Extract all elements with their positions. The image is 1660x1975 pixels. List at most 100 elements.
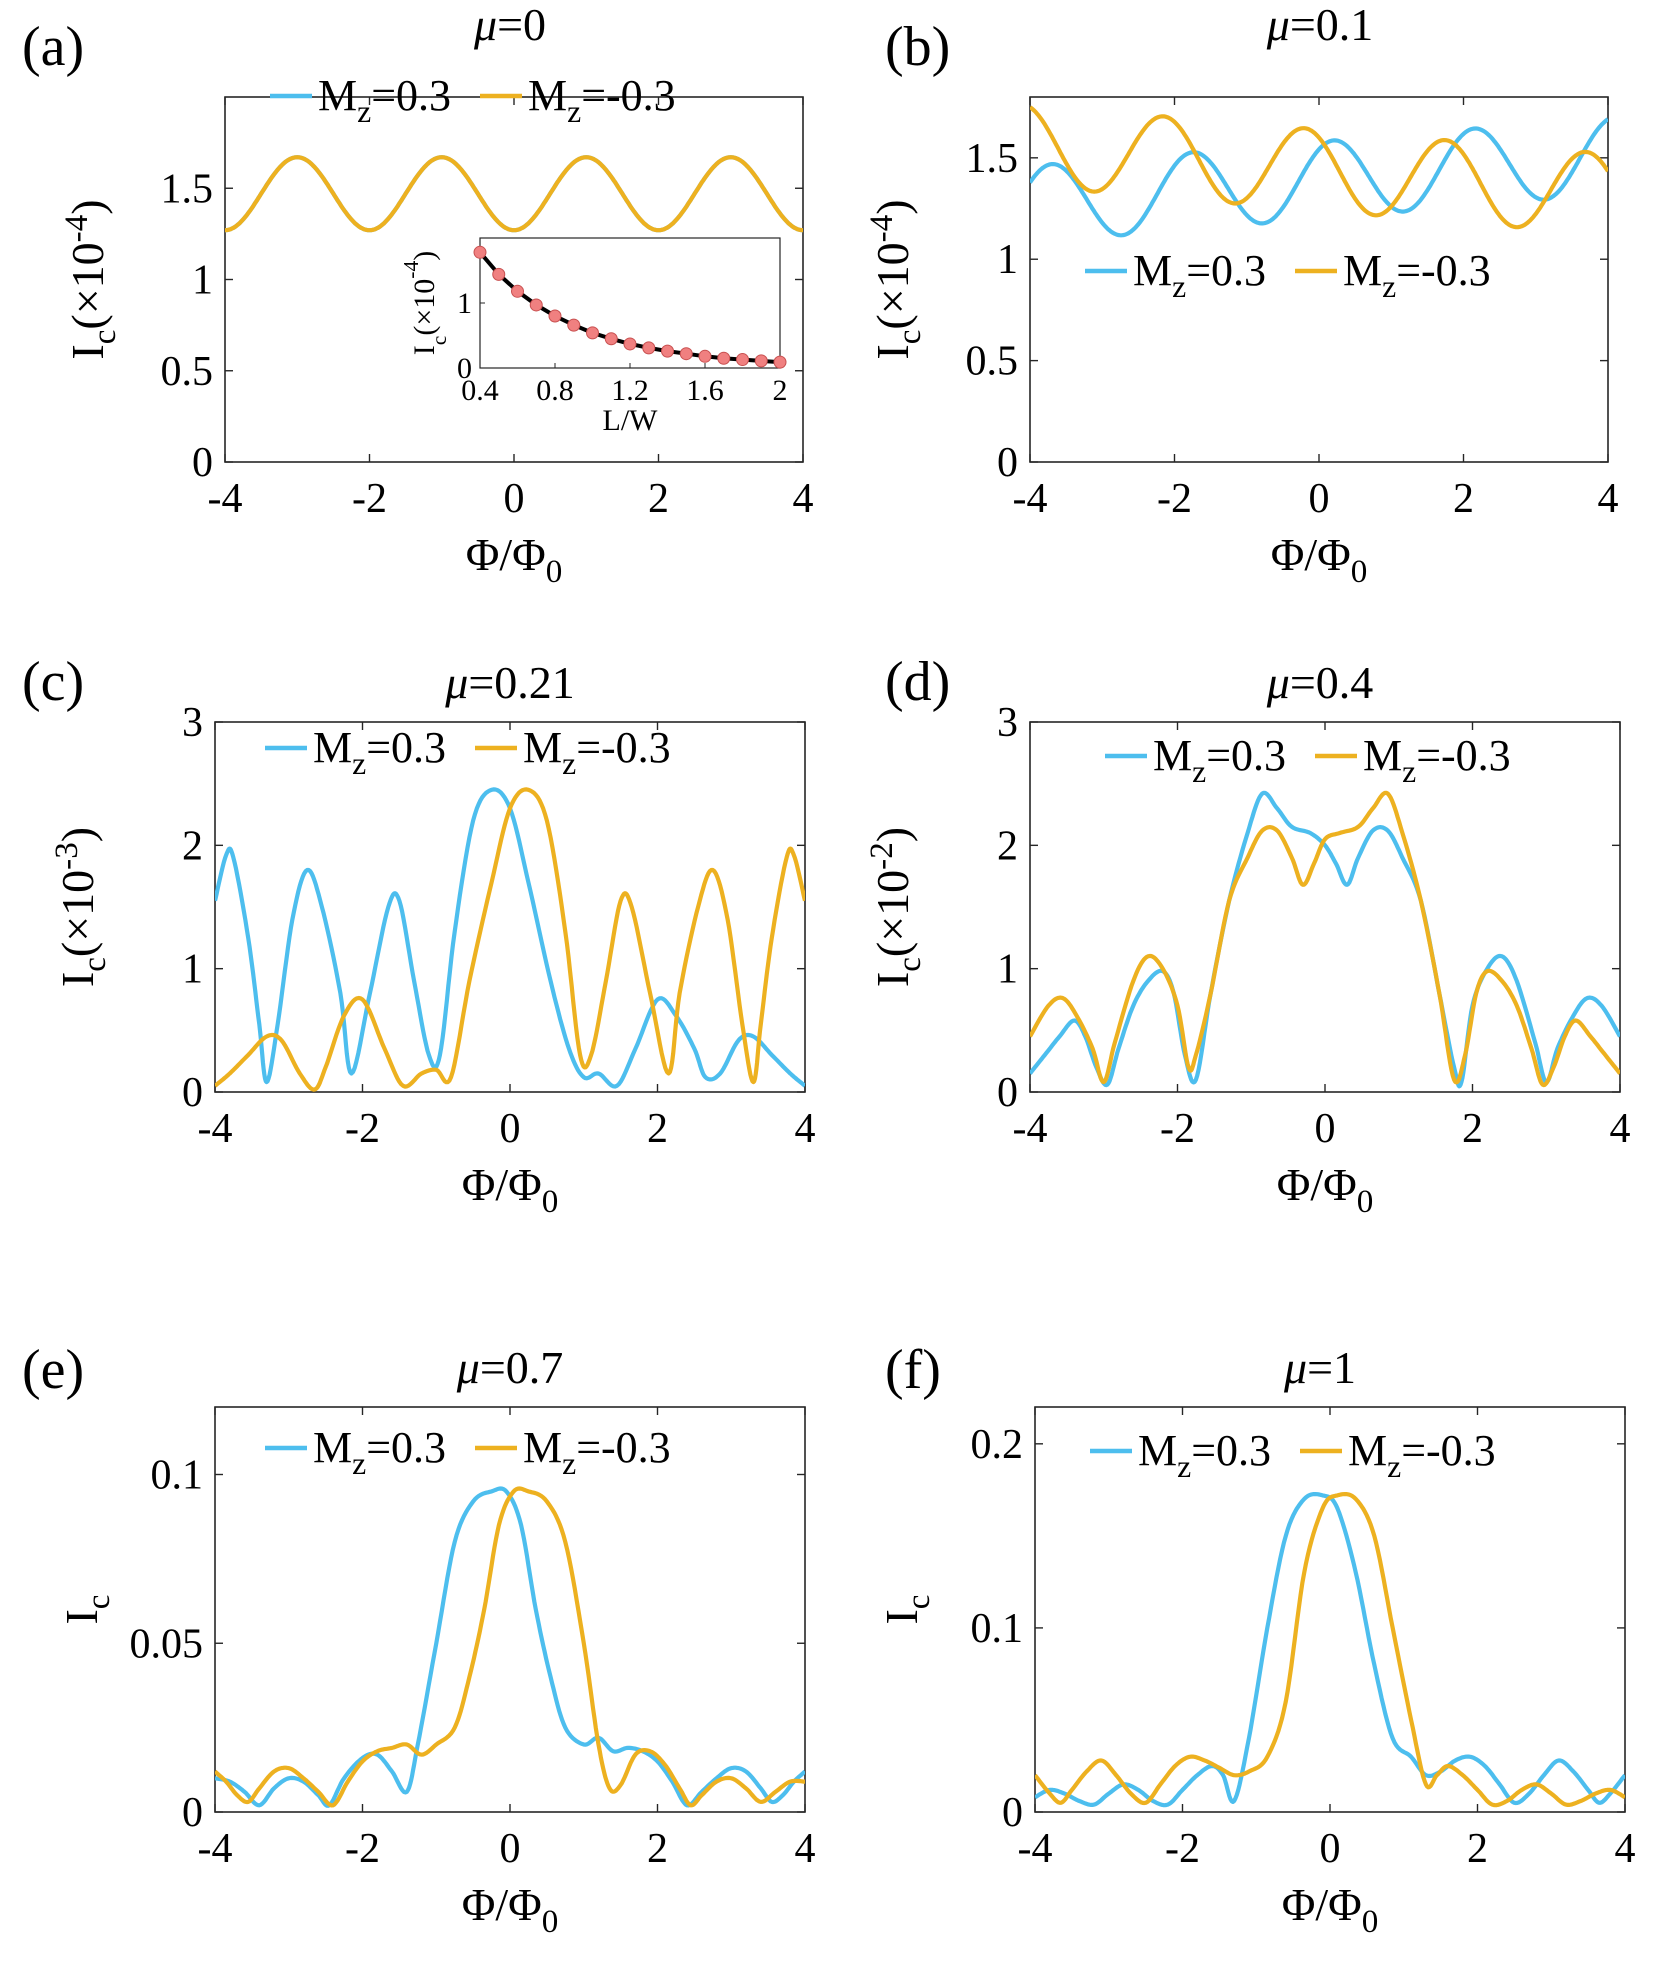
series-line-mz-neg [215, 787, 805, 1092]
panel-letter: (f) [885, 1339, 941, 1401]
y-axis-label: Ic(×10-4) [58, 199, 123, 359]
y-tick-label: 1 [997, 237, 1018, 283]
y-tick-label: 3 [182, 700, 203, 746]
inset-x-label: L/W [603, 404, 659, 437]
series-line-mz-pos [215, 787, 805, 1089]
y-tick-label: 1.5 [966, 136, 1019, 182]
x-tick-label: 4 [1610, 1106, 1631, 1152]
x-axis-label: Φ/Φ0 [462, 1879, 559, 1940]
legend-entry: Mz=-0.3 [1363, 731, 1511, 789]
inset-marker [736, 353, 749, 367]
x-tick-label: 4 [795, 1826, 816, 1872]
inset-marker [604, 332, 618, 346]
inset-marker [679, 347, 693, 361]
panel-letter: (e) [22, 1339, 84, 1401]
y-axis-label: Ic(×10-2) [863, 827, 928, 987]
series-line-mz-neg [1030, 105, 1608, 230]
series-group [1030, 790, 1620, 1089]
x-tick-label: -4 [198, 1826, 233, 1872]
legend-entry: Mz=-0.3 [1343, 246, 1491, 304]
panel-title: μ=0.1 [1266, 0, 1374, 50]
legend-entry: Mz=0.3 [1153, 731, 1286, 789]
inset-marker [586, 326, 599, 340]
legend: Mz=0.3 Mz=-0.3 [265, 1423, 671, 1481]
x-tick-label: 2 [1462, 1106, 1483, 1152]
y-tick-label: 0.5 [161, 349, 214, 395]
y-tick-label: 1 [192, 258, 213, 304]
series-group [1030, 105, 1608, 238]
y-tick-label: 0 [192, 440, 213, 486]
inset-y-label: Ic(×10-4) [399, 251, 451, 356]
panel-letter: (a) [22, 16, 84, 78]
panel-letter: (c) [22, 651, 84, 713]
y-tick-label: 2 [182, 823, 203, 869]
x-tick-label: 4 [793, 476, 814, 522]
series-group [225, 155, 803, 233]
inset-x-tick-label: 1.6 [686, 374, 724, 407]
x-axis-label: Φ/Φ0 [462, 1159, 559, 1220]
panel-f: (f) μ=1 -4 -2 0 2 4 0 0.1 0.2 Φ/Φ0 Ic Mz=0.3 Mz=-0.3 [876, 1339, 1636, 1940]
panel-title: μ=1 [1283, 1342, 1356, 1393]
y-tick-label: 0.05 [130, 1621, 204, 1667]
panel-e: (e) μ=0.7 -4 -2 0 2 4 0 0.05 0.1 Φ/Φ0 Ic Mz=0.3 Mz=-0… [22, 1339, 816, 1940]
inset-marker [754, 354, 768, 368]
legend-entry: Mz=0.3 [1133, 246, 1266, 304]
panel-a: (a) μ=0 -4 -2 0 2 4 0 0.5 1 1.5 Φ/Φ0 Ic(×10-4) Mz=0.3… [22, 0, 814, 590]
plot-frame [214, 721, 806, 1093]
inset-marker [567, 318, 581, 332]
y-tick-label: 0 [182, 1070, 203, 1116]
series-line-mz-neg [1035, 1492, 1625, 1808]
inset-marker [623, 337, 637, 351]
x-tick-label: -2 [345, 1106, 380, 1152]
x-tick-label: -4 [1018, 1826, 1053, 1872]
y-tick-label: 3 [997, 700, 1018, 746]
panel-letter: (d) [885, 651, 950, 713]
series-line-mz-neg [1030, 790, 1620, 1088]
x-tick-label: 0 [1320, 1826, 1341, 1872]
inset-x-tick-label: 0.4 [461, 374, 499, 407]
y-tick-label: 0.1 [151, 1453, 204, 1499]
x-tick-label: 0 [1309, 476, 1330, 522]
inset-marker [529, 298, 543, 312]
y-tick-label: 0.1 [971, 1606, 1024, 1652]
legend-entry: Mz=-0.3 [523, 723, 671, 781]
x-tick-label: 2 [1453, 476, 1474, 522]
legend-entry: Mz=-0.3 [528, 71, 676, 129]
inset-marker [698, 349, 712, 363]
x-tick-label: 4 [1598, 476, 1619, 522]
series-line-mz-pos [1035, 1492, 1625, 1808]
series-group [215, 787, 805, 1092]
y-axis-label: Ic(×10-4) [863, 199, 928, 359]
x-tick-label: -2 [1157, 476, 1192, 522]
x-tick-label: -2 [1160, 1106, 1195, 1152]
inset-marker [717, 351, 731, 365]
inset-marker [511, 284, 524, 298]
x-tick-label: 2 [647, 1106, 668, 1152]
series-line-mz-pos [1030, 790, 1620, 1089]
x-tick-label: -4 [1013, 476, 1048, 522]
inset-marker [548, 309, 562, 323]
panel-title: μ=0.21 [444, 657, 575, 708]
plot-frame [214, 1406, 806, 1813]
legend-entry: Mz=0.3 [318, 71, 451, 129]
panel-letter: (b) [885, 16, 950, 78]
legend-entry: Mz=0.3 [313, 723, 446, 781]
x-axis-label: Φ/Φ0 [1271, 529, 1368, 590]
x-tick-label: 2 [1467, 1826, 1488, 1872]
x-axis-label: Φ/Φ0 [1277, 1159, 1374, 1220]
inset-y-tick-label: 0 [457, 352, 472, 385]
x-tick-label: 4 [795, 1106, 816, 1152]
x-tick-label: 0 [1315, 1106, 1336, 1152]
legend-entry: Mz=-0.3 [523, 1423, 671, 1481]
series-line-mz-neg [225, 155, 803, 233]
panel-title: μ=0.4 [1266, 657, 1374, 708]
x-tick-label: -4 [208, 476, 243, 522]
x-tick-label: 2 [647, 1826, 668, 1872]
panel-title: μ=0 [473, 0, 546, 50]
y-axis-label: Ic [876, 1594, 937, 1624]
x-tick-label: 0 [500, 1106, 521, 1152]
x-tick-label: -4 [198, 1106, 233, 1152]
inset-marker [473, 245, 487, 259]
series-line-mz-pos [225, 155, 803, 233]
